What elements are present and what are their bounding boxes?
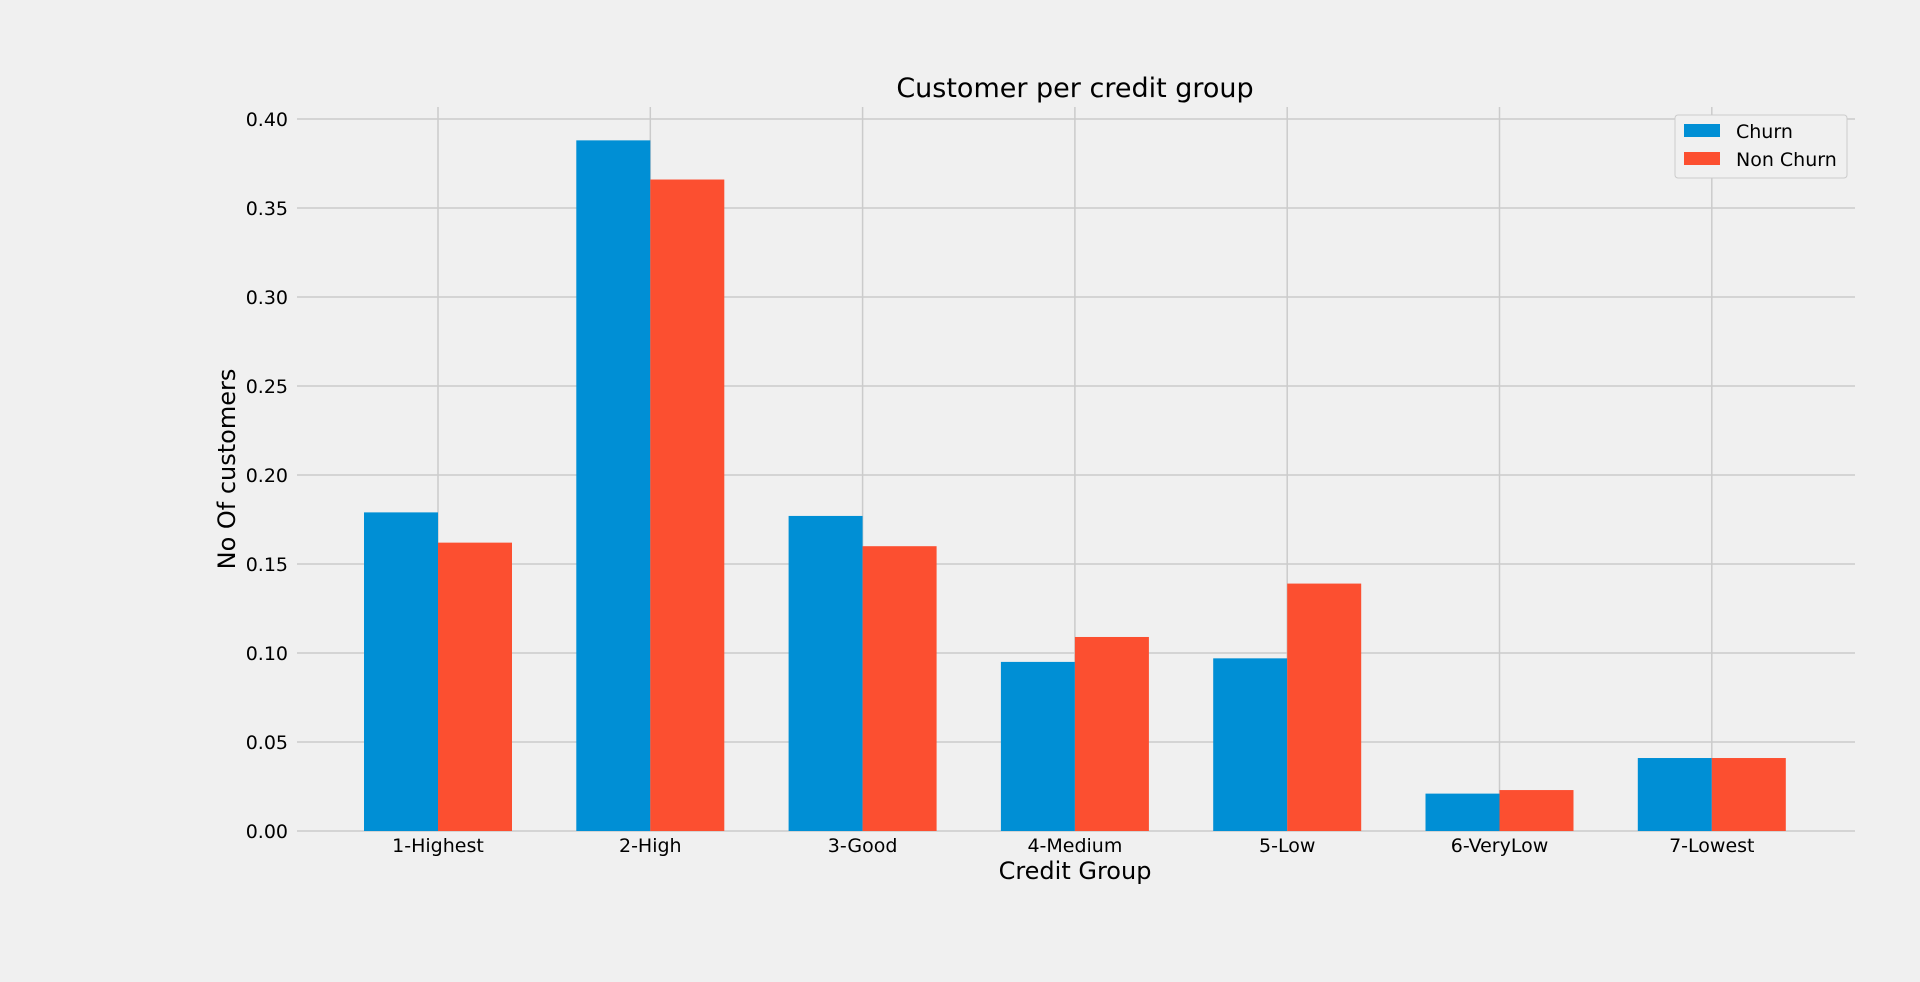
y-tick-labels: 0.00 0.05 0.10 0.15 0.20 0.25 0.30 0.35 0.40 xyxy=(246,109,288,843)
bar-churn xyxy=(364,512,438,831)
y-tick-label: 0.05 xyxy=(246,732,288,754)
bar-non-churn xyxy=(1499,790,1574,831)
bar-non-churn xyxy=(1074,636,1149,831)
x-tick-label: 1-Highest xyxy=(392,835,484,857)
bar-non-churn xyxy=(1287,583,1362,831)
bar-churn xyxy=(576,140,651,832)
bar-non-churn xyxy=(650,179,725,831)
y-tick-label: 0.30 xyxy=(246,287,288,309)
bars xyxy=(364,140,1786,832)
bar-churn xyxy=(1425,793,1500,831)
y-tick-label: 0.40 xyxy=(246,109,288,131)
legend-label-churn: Churn xyxy=(1736,121,1793,143)
y-tick-label: 0.20 xyxy=(246,465,288,487)
x-tick-label: 7-Lowest xyxy=(1669,835,1754,857)
x-tick-label: 2-High xyxy=(619,835,682,857)
legend: Churn Non Churn xyxy=(1674,114,1848,179)
x-tick-labels: 1-Highest 2-High 3-Good 4-Medium 5-Low 6-Very… xyxy=(392,835,1754,857)
y-tick-label: 0.15 xyxy=(246,554,288,576)
x-tick-label: 4-Medium xyxy=(1027,835,1122,857)
y-axis-label: No Of customers xyxy=(213,369,241,570)
x-tick-label: 3-Good xyxy=(828,835,898,857)
legend-label-non-churn: Non Churn xyxy=(1736,149,1837,171)
x-axis-label: Credit Group xyxy=(999,857,1152,885)
y-tick-label: 0.25 xyxy=(246,376,288,398)
bar-non-churn xyxy=(1711,758,1786,831)
x-tick-label: 5-Low xyxy=(1259,835,1315,857)
legend-swatch-non-churn xyxy=(1684,152,1720,165)
y-tick-label: 0.10 xyxy=(246,643,288,665)
y-tick-label: 0.00 xyxy=(246,821,288,843)
bar-non-churn xyxy=(438,542,512,831)
y-tick-label: 0.35 xyxy=(246,198,288,220)
x-tick-label: 6-VeryLow xyxy=(1451,835,1549,857)
bar-churn xyxy=(1000,661,1075,831)
bar-churn xyxy=(788,515,863,831)
bar-churn xyxy=(1213,658,1288,831)
chart-title: Customer per credit group xyxy=(896,73,1253,104)
bar-non-churn xyxy=(862,546,937,831)
bar-churn xyxy=(1637,758,1712,831)
legend-swatch-churn xyxy=(1684,124,1720,137)
